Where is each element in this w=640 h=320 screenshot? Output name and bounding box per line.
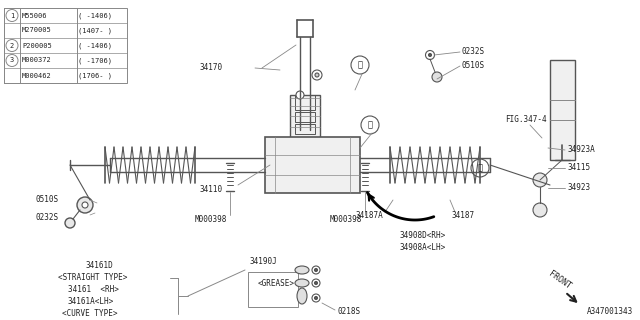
Text: <CURVE TYPE>: <CURVE TYPE> bbox=[62, 309, 118, 318]
Circle shape bbox=[65, 218, 75, 228]
Text: <STRAIGHT TYPE>: <STRAIGHT TYPE> bbox=[58, 274, 127, 283]
Text: ( -1706): ( -1706) bbox=[78, 57, 112, 64]
Bar bbox=[265, 137, 360, 193]
Text: 3: 3 bbox=[10, 58, 14, 63]
Text: <GREASE>: <GREASE> bbox=[258, 278, 295, 287]
Circle shape bbox=[6, 39, 18, 52]
Text: 1: 1 bbox=[10, 12, 14, 19]
Text: M55006: M55006 bbox=[22, 12, 47, 19]
Text: 34908A<LH>: 34908A<LH> bbox=[400, 244, 446, 252]
Text: 34170: 34170 bbox=[200, 63, 223, 73]
Text: A347001343: A347001343 bbox=[587, 307, 633, 316]
Text: ( -1406): ( -1406) bbox=[78, 42, 112, 49]
Circle shape bbox=[314, 268, 317, 271]
Circle shape bbox=[533, 173, 547, 187]
Circle shape bbox=[351, 56, 369, 74]
Circle shape bbox=[315, 73, 319, 77]
Circle shape bbox=[312, 70, 322, 80]
Text: 34110: 34110 bbox=[200, 186, 223, 195]
Circle shape bbox=[314, 297, 317, 300]
Text: 34161  <RH>: 34161 <RH> bbox=[68, 285, 119, 294]
Ellipse shape bbox=[295, 266, 309, 274]
Text: 34161A<LH>: 34161A<LH> bbox=[68, 298, 115, 307]
Text: M000398: M000398 bbox=[330, 215, 362, 225]
Bar bbox=[295, 112, 315, 122]
Text: M000398: M000398 bbox=[195, 215, 227, 225]
Bar bbox=[295, 95, 315, 110]
Bar bbox=[295, 124, 315, 134]
Text: 34923: 34923 bbox=[567, 183, 590, 193]
Text: M000462: M000462 bbox=[22, 73, 52, 78]
Text: 34190J: 34190J bbox=[250, 258, 278, 267]
Bar bbox=[550, 60, 575, 160]
Circle shape bbox=[312, 279, 320, 287]
Text: ( -1406): ( -1406) bbox=[78, 12, 112, 19]
Circle shape bbox=[312, 266, 320, 274]
Bar bbox=[290, 95, 320, 150]
Text: 34187: 34187 bbox=[452, 211, 475, 220]
Ellipse shape bbox=[297, 288, 307, 304]
Text: P200005: P200005 bbox=[22, 43, 52, 49]
Text: 0510S: 0510S bbox=[462, 61, 485, 70]
Text: ②: ② bbox=[358, 60, 362, 69]
Circle shape bbox=[296, 91, 304, 99]
Circle shape bbox=[533, 203, 547, 217]
Text: 34187A: 34187A bbox=[355, 211, 383, 220]
Text: 34908D<RH>: 34908D<RH> bbox=[400, 230, 446, 239]
Text: ③: ③ bbox=[477, 164, 483, 172]
Text: M270005: M270005 bbox=[22, 28, 52, 34]
Text: 34161D: 34161D bbox=[85, 260, 113, 269]
Circle shape bbox=[471, 159, 489, 177]
Bar bbox=[248, 272, 298, 307]
Text: 34115: 34115 bbox=[567, 164, 590, 172]
Text: 0510S: 0510S bbox=[35, 196, 58, 204]
Circle shape bbox=[6, 54, 18, 67]
Bar bbox=[4, 8, 77, 83]
Text: (1706- ): (1706- ) bbox=[78, 72, 112, 79]
Text: 0232S: 0232S bbox=[462, 47, 485, 57]
Ellipse shape bbox=[295, 279, 309, 287]
Circle shape bbox=[82, 202, 88, 208]
Circle shape bbox=[6, 10, 18, 21]
Text: ①: ① bbox=[367, 121, 372, 130]
Bar bbox=[4, 8, 127, 83]
Text: FRONT: FRONT bbox=[547, 269, 573, 291]
Text: M000372: M000372 bbox=[22, 58, 52, 63]
Text: 34923A: 34923A bbox=[567, 146, 595, 155]
Circle shape bbox=[361, 116, 379, 134]
Text: (1407- ): (1407- ) bbox=[78, 27, 112, 34]
Text: 2: 2 bbox=[10, 43, 14, 49]
Circle shape bbox=[314, 282, 317, 284]
Bar bbox=[4, 8, 20, 83]
Circle shape bbox=[429, 53, 431, 57]
Text: 0232S: 0232S bbox=[35, 213, 58, 222]
Text: FIG.347-4: FIG.347-4 bbox=[505, 116, 547, 124]
Circle shape bbox=[312, 294, 320, 302]
Circle shape bbox=[77, 197, 93, 213]
Text: 0218S: 0218S bbox=[337, 308, 360, 316]
Circle shape bbox=[432, 72, 442, 82]
Circle shape bbox=[426, 51, 435, 60]
